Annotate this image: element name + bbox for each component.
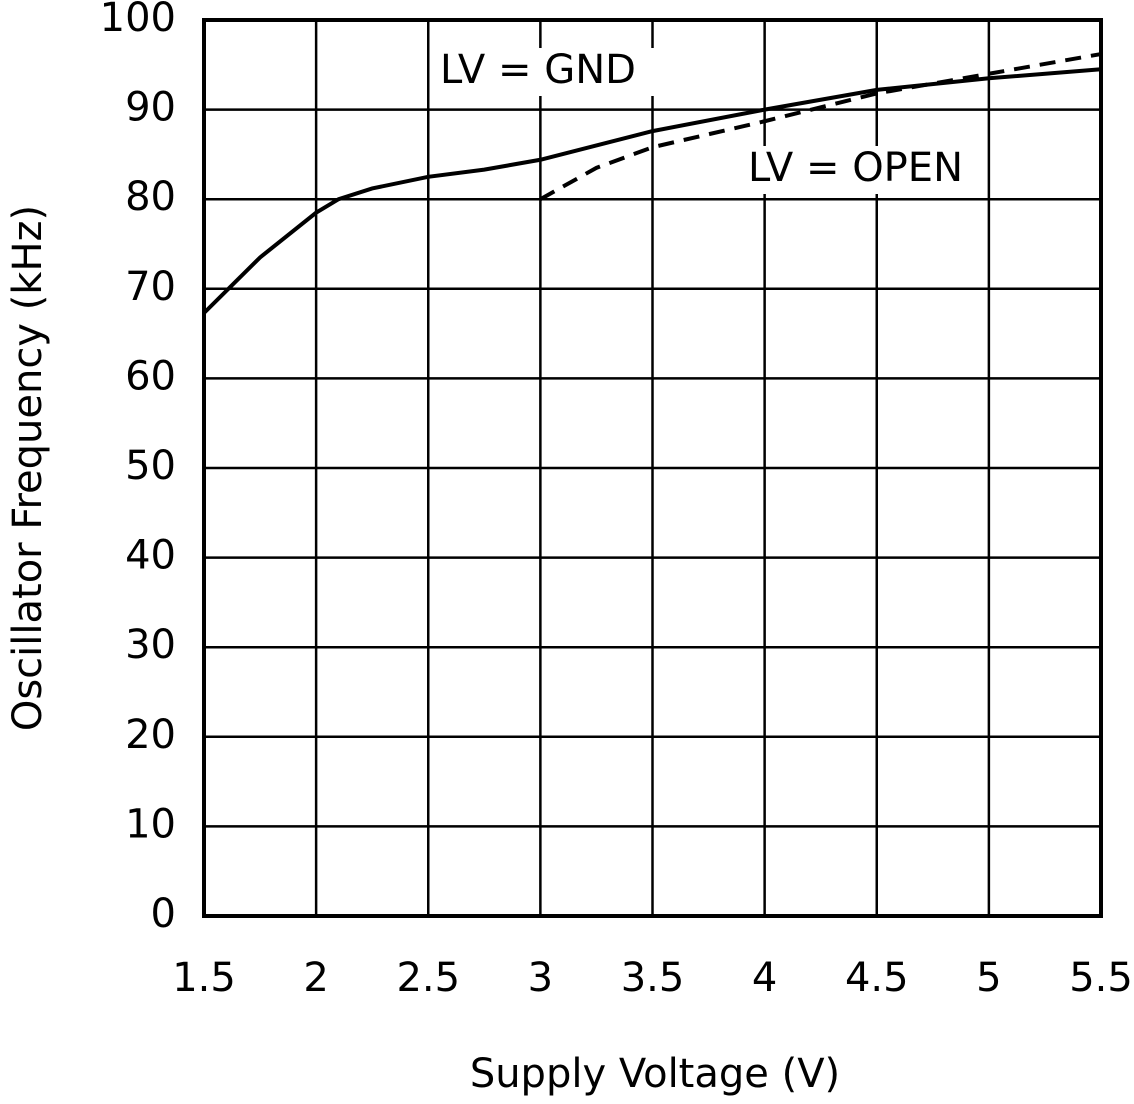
y-tick-label: 100 xyxy=(100,0,176,41)
series-line xyxy=(539,52,1102,201)
label-bg xyxy=(434,48,666,96)
y-tick-label: 70 xyxy=(125,264,176,310)
y-tick-label: 20 xyxy=(125,712,176,758)
x-tick-label: 4 xyxy=(752,955,777,1001)
y-axis-title: Oscillator Frequency (kHz) xyxy=(5,205,51,731)
y-tick-label: 60 xyxy=(125,353,176,399)
y-tick-label: 40 xyxy=(125,533,176,579)
plot-frame xyxy=(202,18,1103,918)
x-tick-label: 5 xyxy=(976,955,1001,1001)
x-tick-label: 5.5 xyxy=(1069,955,1133,1001)
y-tick-label: 50 xyxy=(125,443,176,489)
y-tick-label: 30 xyxy=(125,622,176,668)
series-label: LV = OPEN xyxy=(748,145,963,191)
x-axis-title: Supply Voltage (V) xyxy=(470,1051,840,1097)
series-label: LV = GND xyxy=(440,47,636,93)
y-tick-label: 0 xyxy=(151,891,176,937)
x-tick-label: 4.5 xyxy=(845,955,909,1001)
y-tick-label: 90 xyxy=(125,85,176,131)
y-tick-label: 10 xyxy=(125,801,176,847)
series-line xyxy=(202,67,1102,315)
x-tick-label: 3 xyxy=(528,955,553,1001)
x-tick-label: 1.5 xyxy=(172,955,236,1001)
x-tick-label: 2.5 xyxy=(396,955,460,1001)
x-tick-label: 2 xyxy=(303,955,328,1001)
y-tick-label: 80 xyxy=(125,174,176,220)
label-bg xyxy=(742,146,974,194)
x-tick-label: 3.5 xyxy=(621,955,685,1001)
